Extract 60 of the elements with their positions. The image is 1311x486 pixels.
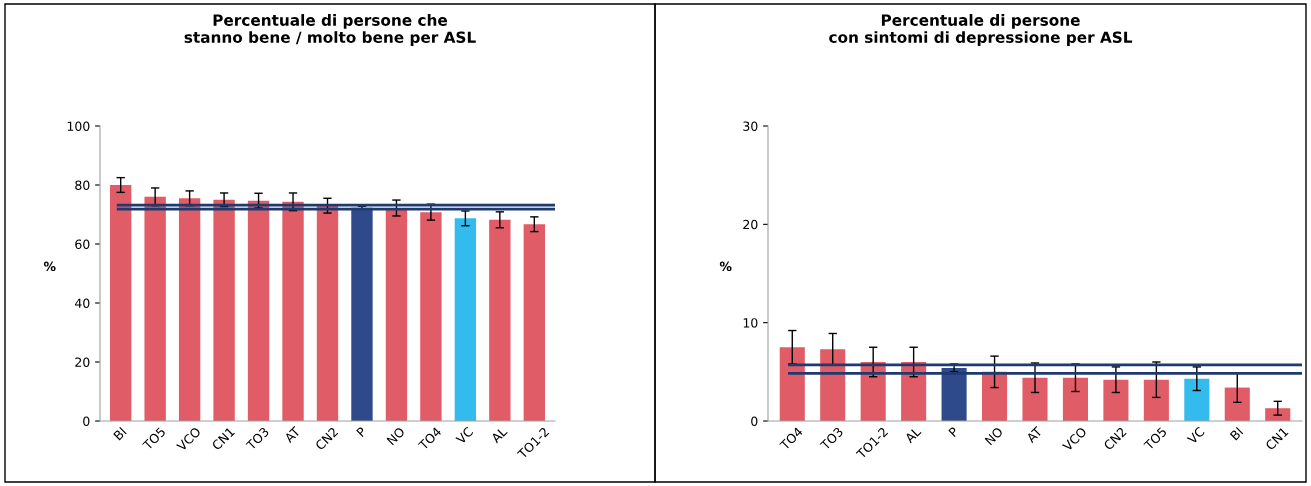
bar: [178, 198, 201, 421]
x-tick-label: AT: [283, 426, 301, 444]
x-tick-label: AL: [490, 426, 508, 444]
y-tick-label: 20: [75, 357, 90, 367]
bar: [1062, 377, 1088, 421]
y-tick-label: 30: [743, 121, 758, 131]
bar: [489, 219, 511, 421]
x-tick-label: CN2: [314, 426, 339, 451]
bar: [316, 205, 339, 421]
y-tick-label: 80: [75, 180, 90, 190]
bar: [1103, 379, 1129, 421]
x-tick-label: VC: [1186, 426, 1206, 445]
bar: [1224, 387, 1250, 421]
x-tick-label: TO3: [819, 426, 844, 451]
y-tick-label: 0: [83, 416, 90, 426]
x-tick-label: BI: [1229, 427, 1244, 441]
bar: [213, 199, 235, 421]
x-tick-label: NO: [386, 426, 406, 446]
x-tick-label: TO5: [1143, 426, 1168, 451]
y-tick-label: 100: [67, 121, 90, 131]
x-tick-label: CN1: [1264, 426, 1289, 451]
bar: [779, 347, 805, 421]
bar: [1022, 377, 1048, 421]
x-tick-label: TO4: [779, 426, 804, 451]
x-tick-label: AL: [904, 426, 922, 444]
y-axis-title: %: [719, 261, 732, 272]
x-tick-label: TO4: [417, 426, 442, 451]
bar: [282, 201, 304, 421]
y-tick-label: 40: [74, 298, 90, 308]
y-tick-label: 10: [743, 318, 758, 328]
x-tick-label: TO5: [142, 426, 166, 451]
chart-title: Percentuale di persone che stanno bene / molto bene per ASL: [184, 14, 476, 46]
bar: [820, 349, 846, 421]
x-tick-label: NO: [984, 426, 1004, 446]
bar: [1184, 378, 1210, 421]
chart-title: Percentuale di persone con sintomi di depressione per ASL: [829, 14, 1133, 46]
x-tick-label: P: [356, 426, 367, 438]
x-tick-label: AT: [1025, 426, 1043, 444]
bar: [144, 196, 166, 421]
x-tick-label: VCO: [1061, 426, 1088, 452]
x-tick-label: CN1: [211, 426, 236, 451]
y-tick-label: 60: [75, 239, 90, 249]
x-tick-label: BI: [113, 427, 127, 441]
bar: [941, 367, 967, 421]
x-tick-label: TO3: [245, 426, 270, 451]
bar: [110, 185, 132, 421]
bar: [420, 212, 442, 421]
y-tick-label: 20: [743, 219, 758, 230]
x-tick-label: P: [948, 426, 959, 438]
bar: [1265, 408, 1291, 421]
bar: [523, 224, 545, 421]
y-axis-title: %: [43, 261, 56, 272]
bar: [385, 208, 408, 421]
bar: [1143, 379, 1169, 421]
bar: [247, 200, 270, 421]
x-tick-label: CN2: [1103, 426, 1127, 451]
x-tick-label: VC: [455, 426, 474, 445]
bar: [454, 218, 477, 421]
y-tick-label: 0: [751, 416, 758, 426]
x-tick-label: VCO: [175, 426, 202, 452]
